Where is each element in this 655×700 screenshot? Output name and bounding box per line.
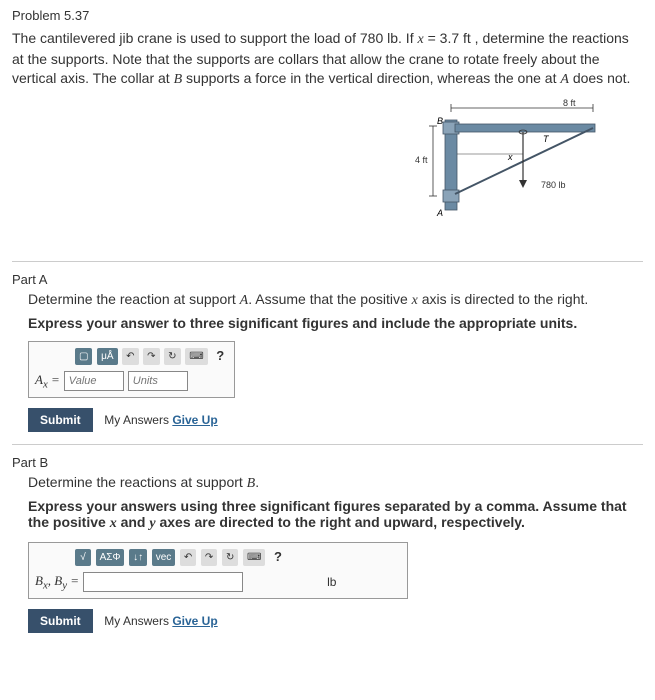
divider xyxy=(12,261,643,262)
part-b-value-input[interactable] xyxy=(83,572,243,592)
part-b-instruction: Determine the reactions at support B. xyxy=(28,474,643,492)
part-b-give-up-link[interactable]: Give Up xyxy=(172,614,217,628)
part-b-unit-label: lb xyxy=(327,575,336,589)
divider xyxy=(12,444,643,445)
svg-text:4 ft: 4 ft xyxy=(415,155,428,165)
keyboard-icon[interactable]: ⌨ xyxy=(243,549,265,566)
problem-statement: The cantilevered jib crane is used to su… xyxy=(12,29,643,90)
part-a-give-up-link[interactable]: Give Up xyxy=(172,413,217,427)
part-b-toolbar: √ ΑΣΦ ↓↑ vec ↶ ↷ ↻ ⌨ ? xyxy=(75,549,401,566)
reset-icon[interactable]: ↻ xyxy=(222,549,238,566)
part-a-submit-button[interactable]: Submit xyxy=(28,408,93,432)
part-b-submit-button[interactable]: Submit xyxy=(28,609,93,633)
template-icon[interactable]: ▢ xyxy=(75,348,92,365)
part-a-value-input[interactable] xyxy=(64,371,124,391)
subscript-btn[interactable]: ↓↑ xyxy=(129,549,147,566)
help-icon[interactable]: ? xyxy=(270,549,286,564)
part-a-my-answers: My Answers Give Up xyxy=(104,413,217,427)
part-a-units-input[interactable] xyxy=(128,371,188,391)
vector-btn[interactable]: vec xyxy=(152,549,176,566)
problem-number: Problem 5.37 xyxy=(12,8,643,23)
redo-icon[interactable]: ↷ xyxy=(143,348,159,365)
svg-text:8 ft: 8 ft xyxy=(563,98,576,108)
keyboard-icon[interactable]: ⌨ xyxy=(185,348,207,365)
help-icon[interactable]: ? xyxy=(212,348,228,363)
redo-icon[interactable]: ↷ xyxy=(201,549,217,566)
crane-diagram: 8 ft 4 ft B A T x 780 lb xyxy=(393,98,603,238)
template-icon[interactable]: √ xyxy=(75,549,91,566)
part-a-label: Part A xyxy=(12,272,643,287)
part-b-answer-box: √ ΑΣΦ ↓↑ vec ↶ ↷ ↻ ⌨ ? Bx, By = lb xyxy=(28,542,408,599)
part-a-bold-instruction: Express your answer to three significant… xyxy=(28,315,643,331)
undo-icon[interactable]: ↶ xyxy=(180,549,196,566)
svg-text:780 lb: 780 lb xyxy=(541,180,566,190)
svg-text:A: A xyxy=(436,208,443,218)
part-b-variable: Bx, By = xyxy=(35,573,79,592)
units-btn[interactable]: μÅ xyxy=(97,348,117,365)
undo-icon[interactable]: ↶ xyxy=(122,348,138,365)
svg-text:x: x xyxy=(507,152,513,162)
part-a-toolbar: ▢ μÅ ↶ ↷ ↻ ⌨ ? xyxy=(75,348,228,365)
part-a-answer-box: ▢ μÅ ↶ ↷ ↻ ⌨ ? Ax = xyxy=(28,341,235,398)
svg-text:B: B xyxy=(437,116,443,126)
part-b-label: Part B xyxy=(12,455,643,470)
svg-text:T: T xyxy=(543,134,550,144)
part-b-bold-instruction: Express your answers using three signifi… xyxy=(28,498,643,532)
part-a-instruction: Determine the reaction at support A. Ass… xyxy=(28,291,643,309)
part-a-variable: Ax = xyxy=(35,372,60,391)
reset-icon[interactable]: ↻ xyxy=(164,348,180,365)
greek-btn[interactable]: ΑΣΦ xyxy=(96,549,125,566)
part-b-my-answers: My Answers Give Up xyxy=(104,614,217,628)
